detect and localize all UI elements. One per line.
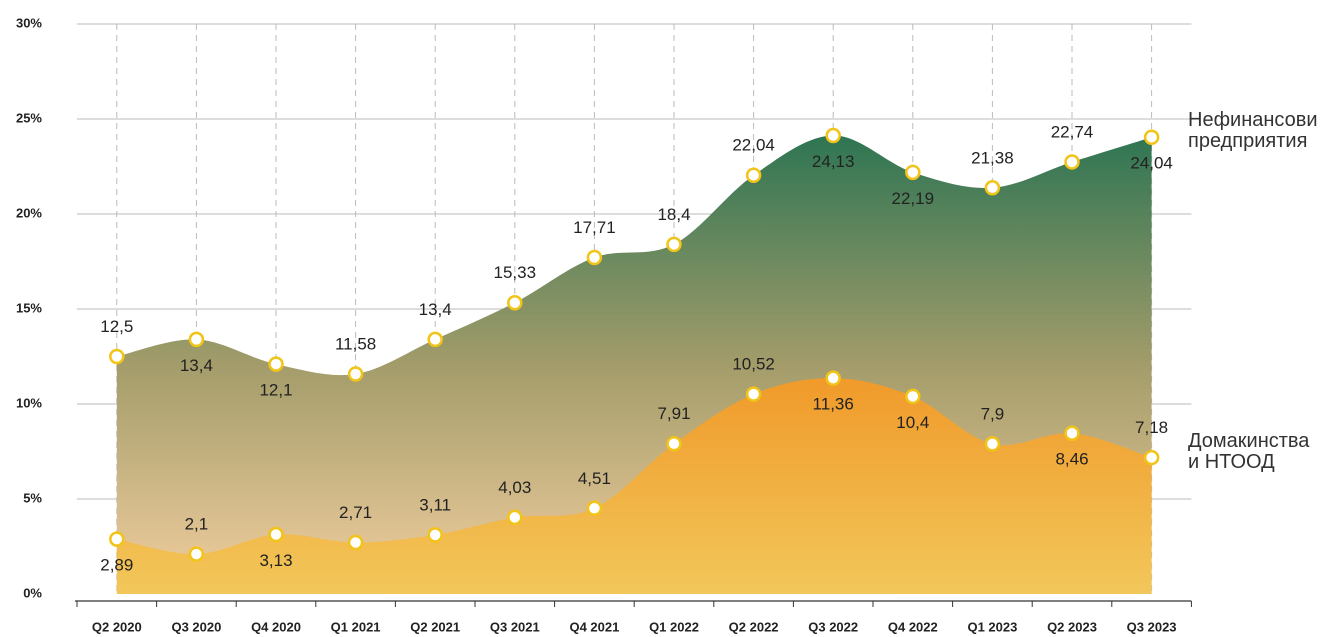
value-label: 22,74 xyxy=(1051,122,1094,141)
legend-entry: Нефинансови предприятия xyxy=(1188,109,1318,152)
value-label: 8,46 xyxy=(1055,450,1088,469)
point-marker xyxy=(905,388,921,405)
value-label: 10,4 xyxy=(896,413,929,432)
point-marker xyxy=(347,366,364,382)
value-label: 13,4 xyxy=(419,300,452,319)
point-marker xyxy=(427,527,443,543)
value-label: 2,1 xyxy=(185,515,209,534)
value-label: 22,04 xyxy=(732,136,775,155)
value-label: 2,89 xyxy=(100,556,133,575)
point-marker xyxy=(1064,154,1080,170)
value-label: 3,11 xyxy=(419,495,451,514)
value-label: 24,04 xyxy=(1130,154,1173,173)
area xyxy=(116,378,1152,594)
x-tick-label: Q4 2020 xyxy=(251,619,301,634)
point-marker xyxy=(666,435,682,452)
y-tick-label: 0% xyxy=(23,585,42,600)
point-marker xyxy=(666,236,682,253)
point-marker xyxy=(825,370,841,386)
y-tick-label: 30% xyxy=(16,15,42,30)
value-label: 24,13 xyxy=(812,152,855,171)
x-tick-label: Q3 2023 xyxy=(1127,619,1177,634)
point-marker xyxy=(984,436,1001,452)
point-marker xyxy=(745,386,762,402)
y-tick-label: 20% xyxy=(16,205,42,220)
value-label: 10,52 xyxy=(732,355,775,374)
x-tick-label: Q3 2020 xyxy=(171,619,221,634)
point-marker xyxy=(268,356,284,372)
point-marker xyxy=(586,249,603,266)
x-tick-label: Q3 2021 xyxy=(490,619,540,634)
value-label: 11,36 xyxy=(813,395,854,414)
x-tick-label: Q4 2022 xyxy=(888,619,938,634)
x-tick-label: Q2 2023 xyxy=(1047,619,1097,634)
value-label: 21,38 xyxy=(971,148,1014,167)
value-label: 12,1 xyxy=(259,381,292,400)
value-label: 7,91 xyxy=(657,404,690,423)
point-marker xyxy=(745,167,762,183)
x-tick-label: Q1 2021 xyxy=(331,619,381,634)
x-tick-label: Q2 2021 xyxy=(410,619,460,634)
point-marker xyxy=(427,331,443,348)
value-label: 7,9 xyxy=(981,404,1005,423)
x-tick-label: Q1 2022 xyxy=(649,619,699,634)
value-label: 17,71 xyxy=(573,218,616,237)
point-marker xyxy=(507,294,523,311)
value-label: 4,51 xyxy=(578,469,611,488)
point-marker xyxy=(1064,425,1080,442)
x-tick-label: Q1 2023 xyxy=(967,619,1017,634)
value-label: 15,33 xyxy=(494,263,537,282)
point-marker xyxy=(507,509,523,526)
y-tick-label: 15% xyxy=(16,300,42,315)
value-label: 18,4 xyxy=(657,205,690,224)
y-tick-label: 25% xyxy=(16,110,42,125)
point-marker xyxy=(586,500,603,517)
x-tick-label: Q3 2022 xyxy=(808,619,858,634)
point-marker xyxy=(109,531,125,547)
point-marker xyxy=(188,546,205,562)
value-label: 12,5 xyxy=(100,317,133,336)
point-marker xyxy=(1143,129,1160,145)
point-marker xyxy=(825,127,841,144)
value-label: 7,18 xyxy=(1135,418,1168,437)
value-label: 4,03 xyxy=(498,478,531,497)
point-marker xyxy=(347,534,364,551)
y-tick-label: 10% xyxy=(16,395,42,410)
point-marker xyxy=(268,526,284,543)
x-tick-label: Q4 2021 xyxy=(569,619,619,634)
value-label: 11,58 xyxy=(335,334,376,353)
value-label: 2,71 xyxy=(339,503,372,522)
point-marker xyxy=(905,164,921,181)
point-marker xyxy=(984,180,1001,196)
value-label: 13,4 xyxy=(180,356,213,375)
y-tick-label: 5% xyxy=(23,490,42,505)
point-marker xyxy=(109,348,125,365)
x-tick-label: Q2 2020 xyxy=(92,619,142,634)
value-label: 3,13 xyxy=(259,551,292,570)
x-tick-label: Q2 2022 xyxy=(729,619,779,634)
value-label: 22,19 xyxy=(892,189,935,208)
legend-entry: Домакинства и НТООД xyxy=(1188,430,1310,473)
point-marker xyxy=(1143,449,1160,466)
point-marker xyxy=(188,331,205,348)
